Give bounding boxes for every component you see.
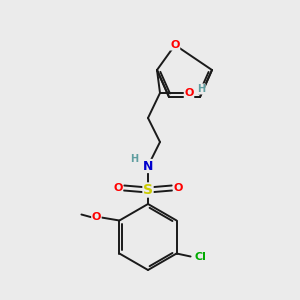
Text: H: H <box>130 154 138 164</box>
Text: S: S <box>143 183 153 197</box>
Text: O: O <box>184 88 194 98</box>
Text: N: N <box>143 160 153 172</box>
Text: H: H <box>197 84 205 94</box>
Text: O: O <box>113 183 123 193</box>
Text: O: O <box>92 212 101 223</box>
Text: O: O <box>170 40 180 50</box>
Text: O: O <box>173 183 183 193</box>
Text: Cl: Cl <box>195 251 206 262</box>
